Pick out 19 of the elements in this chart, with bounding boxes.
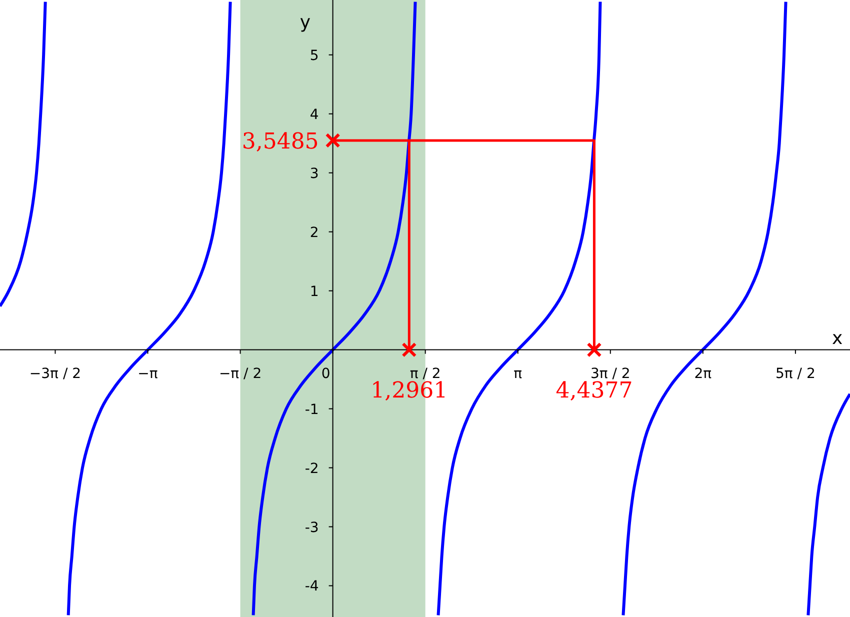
y-tick-label: -2 bbox=[304, 460, 319, 477]
y-tick-label: 5 bbox=[310, 48, 319, 64]
y-tick-label: 1 bbox=[310, 284, 319, 300]
y-axis-title: y bbox=[300, 12, 311, 33]
x-tick-label: −3π / 2 bbox=[29, 366, 82, 382]
x-tick-label: 2π bbox=[694, 366, 712, 382]
y-tick-label: -3 bbox=[304, 520, 319, 536]
x-tick-label: 0 bbox=[321, 366, 330, 382]
y-tick-label: -4 bbox=[304, 578, 319, 595]
x-tick-label: 5π / 2 bbox=[776, 366, 816, 382]
y-tick-label: 4 bbox=[310, 106, 319, 123]
x-tick-label: π bbox=[514, 366, 523, 382]
y-tick-label: -1 bbox=[304, 402, 319, 418]
x-axis-title: x bbox=[832, 328, 843, 349]
x-tick-label: −π bbox=[138, 366, 158, 382]
y-tick-label: 3 bbox=[310, 166, 319, 182]
x-tick-label: −π / 2 bbox=[218, 366, 262, 382]
y-tick-label: 2 bbox=[310, 224, 319, 241]
annotation: 3,5485 bbox=[242, 129, 319, 154]
